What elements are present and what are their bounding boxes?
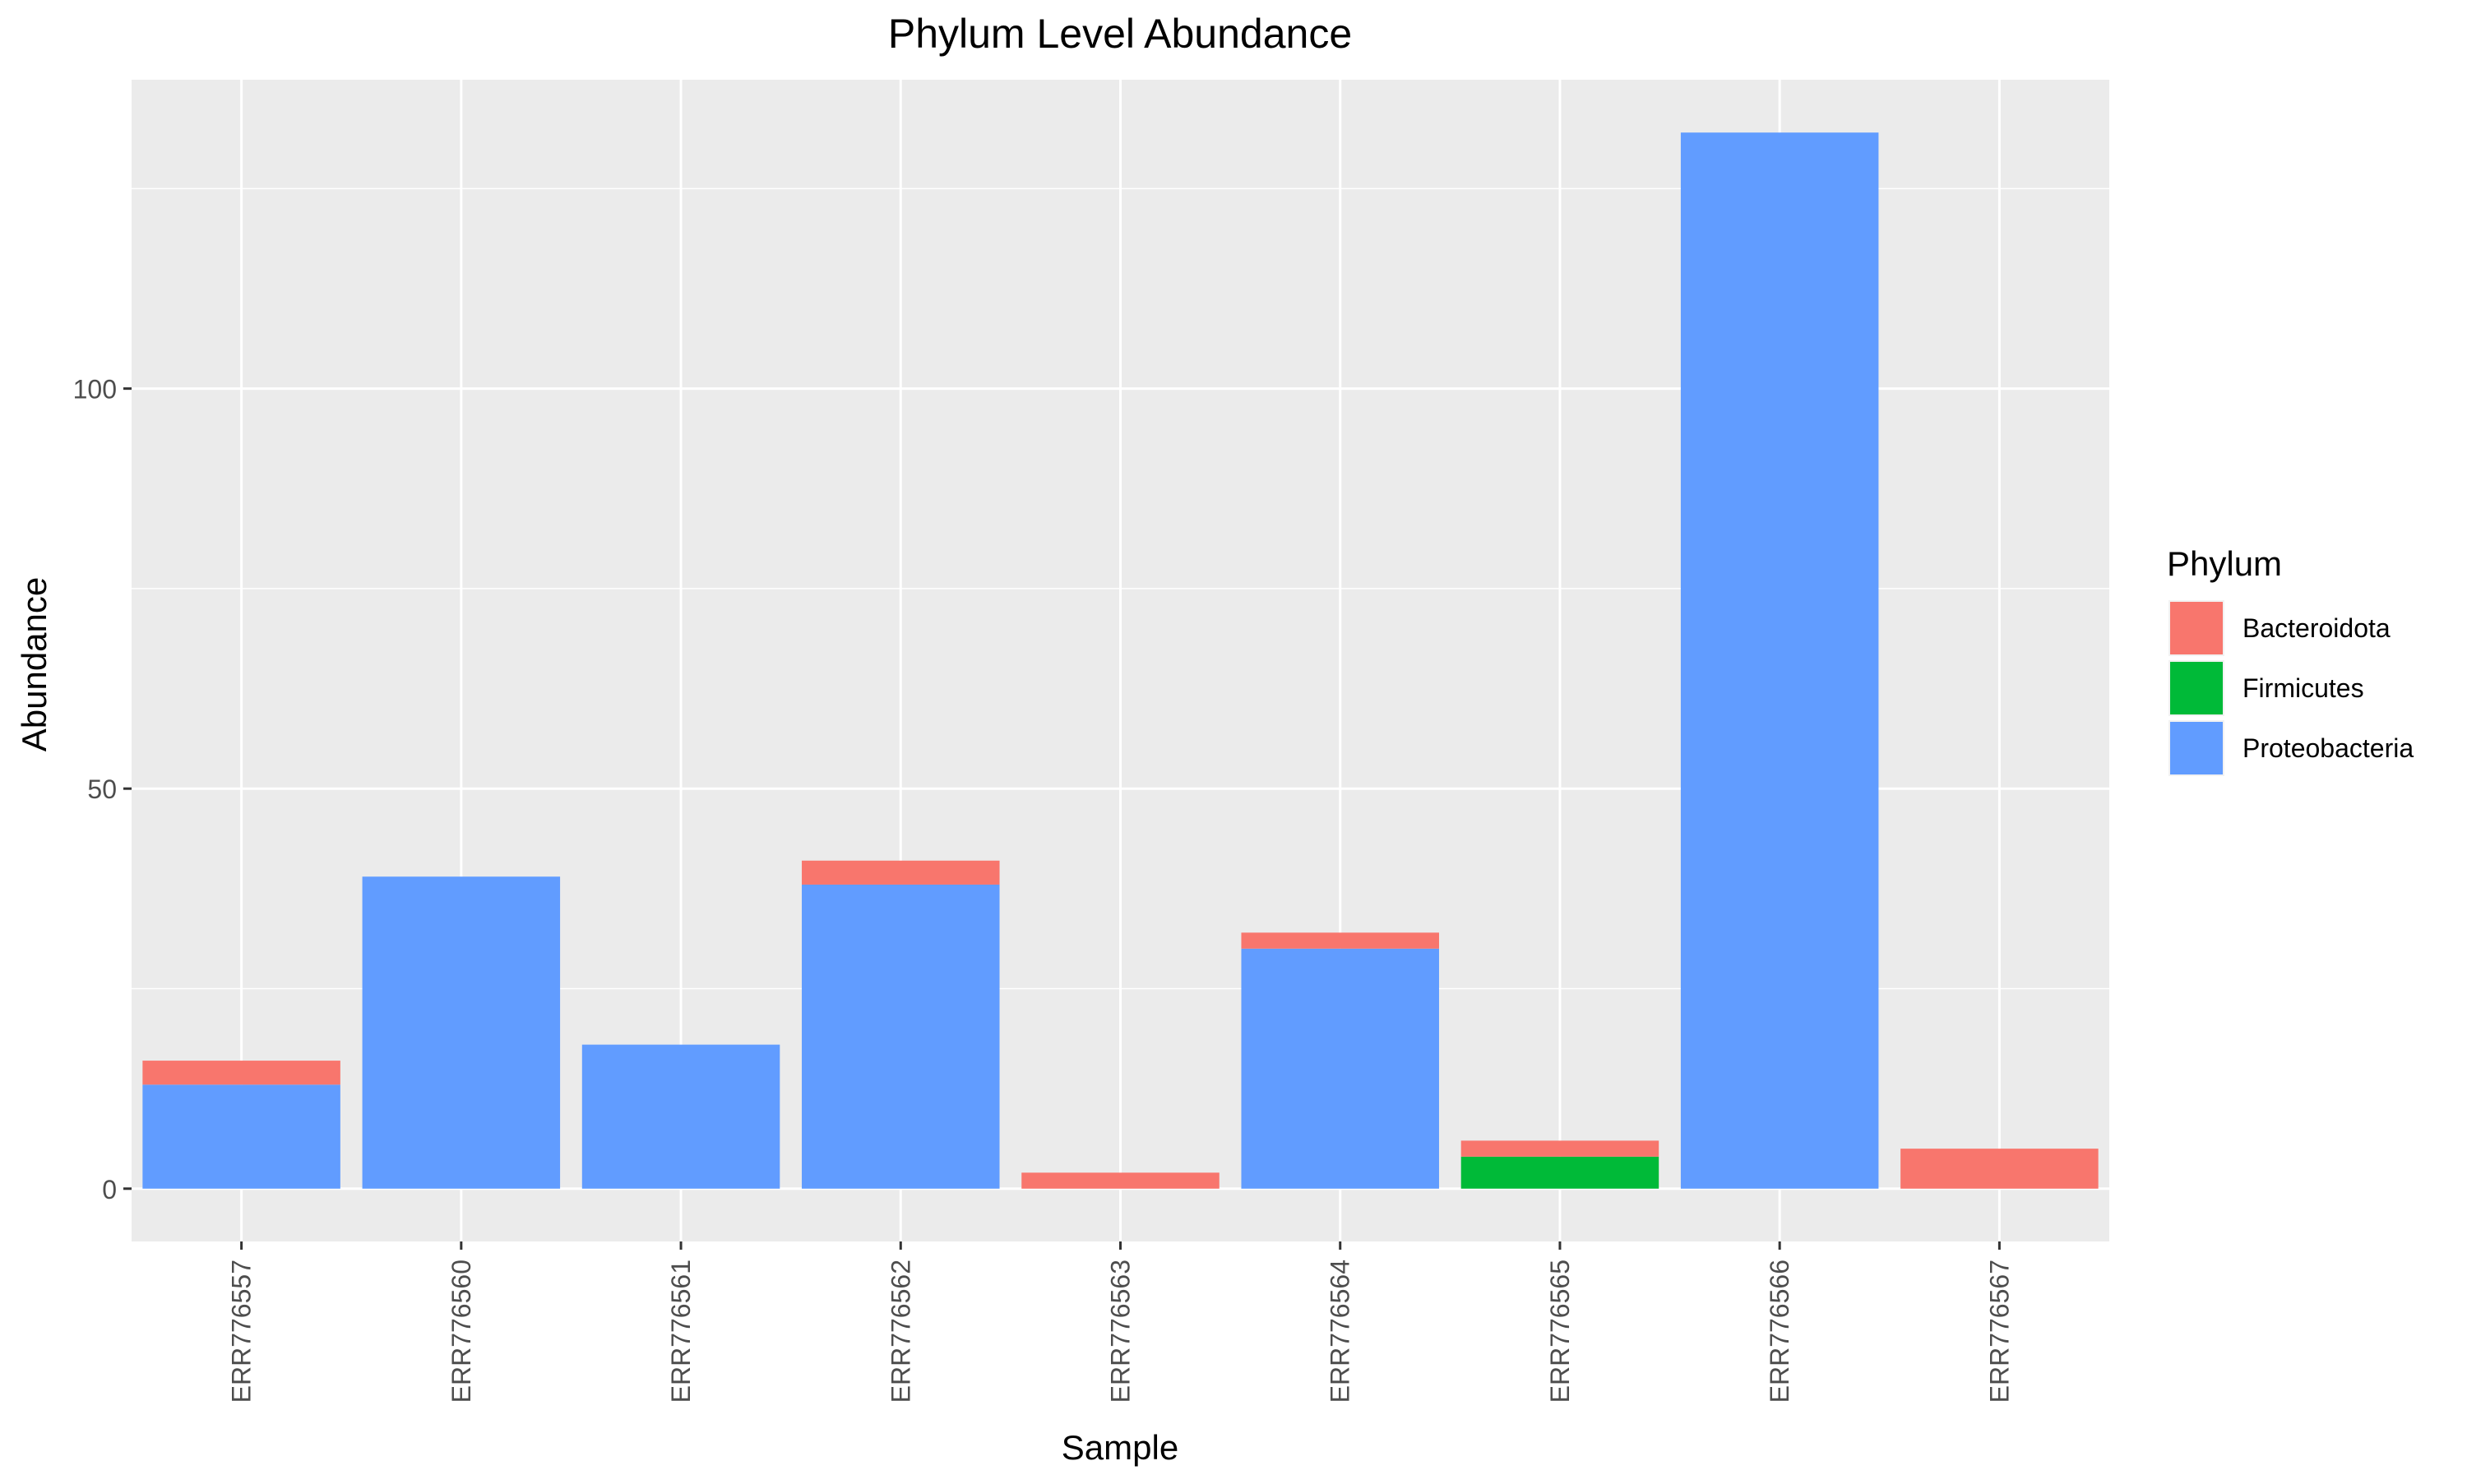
x-tick-label: ERR776567 (1984, 1260, 2014, 1403)
legend-label: Firmicutes (2243, 673, 2364, 703)
bar-segment (1021, 1172, 1220, 1189)
bar-segment (802, 860, 1000, 885)
x-tick-label: ERR776565 (1545, 1260, 1575, 1403)
legend-title: Phylum (2167, 544, 2282, 583)
y-tick-label: 50 (87, 774, 117, 804)
bar-segment (1680, 132, 1879, 1189)
legend-swatch (2170, 602, 2223, 654)
x-tick-label: ERR776563 (1106, 1260, 1136, 1403)
x-tick-label: ERR776557 (227, 1260, 257, 1403)
bar-segment (1241, 948, 1439, 1189)
legend: Phylum Bacteroidota Firmicutes Proteobacte… (2167, 544, 2414, 776)
x-tick-label: ERR776561 (666, 1260, 696, 1403)
legend-label: Proteobacteria (2243, 733, 2414, 763)
x-tick-label: ERR776560 (447, 1260, 476, 1403)
legend-label: Bacteroidota (2243, 613, 2391, 643)
bar-segment (362, 876, 561, 1189)
legend-swatch (2170, 662, 2223, 714)
y-tick-label: 100 (73, 375, 117, 405)
bar-segment (1241, 932, 1439, 949)
bar-segment (142, 1061, 340, 1085)
x-axis: ERR776557 ERR776560 ERR776561 ERR776562 ERR7… (227, 1241, 2014, 1403)
bar-segment (581, 1044, 780, 1189)
bars (142, 132, 2099, 1189)
chart-title: Phylum Level Abundance (888, 11, 1352, 57)
bar-segment (1460, 1156, 1659, 1189)
bar-segment (802, 884, 1000, 1189)
x-tick-label: ERR776564 (1326, 1260, 1355, 1403)
x-axis-title: Sample (1062, 1428, 1178, 1467)
y-axis-title: Abundance (15, 577, 53, 752)
y-tick-label: 0 (102, 1175, 117, 1204)
x-tick-label: ERR776562 (886, 1260, 915, 1403)
y-axis: 0 50 100 (73, 375, 132, 1204)
bar-segment (142, 1084, 340, 1189)
bar-segment (1460, 1140, 1659, 1157)
legend-swatch (2170, 722, 2223, 774)
legend-items: Bacteroidota Firmicutes Proteobacteria (2168, 600, 2414, 776)
bar-segment (1900, 1149, 2099, 1189)
x-tick-label: ERR776566 (1765, 1260, 1794, 1403)
